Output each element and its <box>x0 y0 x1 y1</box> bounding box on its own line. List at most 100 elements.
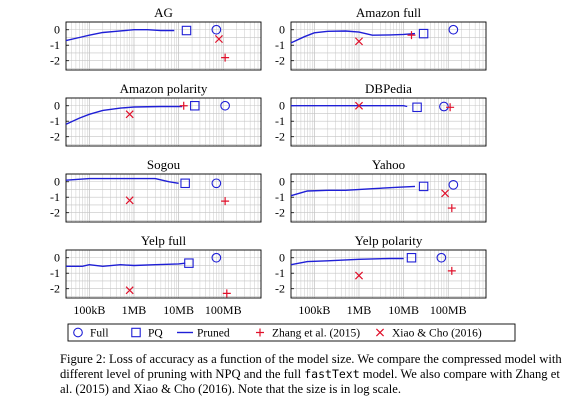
panel-frame <box>65 173 262 223</box>
x-tick-label: 100MB <box>205 303 242 317</box>
pq-marker <box>190 100 200 111</box>
full-marker <box>436 252 447 263</box>
y-tick-label: 0 <box>279 23 285 37</box>
zhang-marker <box>179 101 188 110</box>
legend-label: Pruned <box>197 328 230 340</box>
x-tick-label: 100kB <box>298 303 330 317</box>
chart-panel: DBPedia 0-1 -2 <box>275 81 487 147</box>
full-marker <box>211 252 222 263</box>
full-marker <box>448 179 459 190</box>
full-marker <box>448 24 459 35</box>
pq-marker <box>180 178 190 189</box>
y-tick-label: -2 <box>50 130 60 144</box>
legend-label: Full <box>90 328 109 340</box>
y-tick-label: -1 <box>50 114 60 128</box>
pruned-line <box>290 185 416 197</box>
xiao-marker <box>441 189 450 198</box>
full-marker <box>220 100 230 111</box>
xiao-marker <box>125 110 134 119</box>
x-tick-label: 10MB <box>163 303 194 317</box>
x-tick-label: 100kB <box>73 303 105 317</box>
y-tick-label: -2 <box>275 282 285 296</box>
y-tick-label: -2 <box>50 282 60 296</box>
panel-title: AG <box>154 5 173 20</box>
y-tick-label: -2 <box>275 206 285 220</box>
x-tick-label: 100MB <box>430 303 467 317</box>
legend-label: Zhang et al. (2015) <box>272 328 360 340</box>
pruned-line <box>290 30 416 44</box>
zhang-marker <box>256 328 264 337</box>
full-marker <box>73 327 83 338</box>
y-tick-label: -1 <box>50 190 60 204</box>
xiao-marker <box>125 286 134 295</box>
caption-code: fastText <box>304 367 360 381</box>
panel-title: Sogou <box>147 157 181 172</box>
zhang-marker <box>222 289 231 298</box>
y-tick-label: -1 <box>275 190 285 204</box>
zhang-marker <box>446 103 455 112</box>
panel-frame <box>290 249 487 299</box>
pruned-line <box>66 262 186 268</box>
panel-frame <box>290 173 487 223</box>
panel-frame <box>65 249 262 299</box>
legend: Full PQ Pruned Zhang et al. (2015) Xiao & Ch… <box>67 323 516 342</box>
pruned-line <box>65 105 183 125</box>
pq-marker <box>412 102 422 113</box>
figure-caption: Figure 2: Loss of accuracy as a function… <box>60 352 565 397</box>
panel-title: Yelp polarity <box>355 233 423 248</box>
y-tick-label: 0 <box>279 175 285 189</box>
xiao-marker <box>125 196 134 205</box>
zhang-marker <box>221 53 230 62</box>
pruned-line <box>65 177 179 184</box>
panel-title: Yahoo <box>372 157 405 172</box>
y-tick-label: 0 <box>54 251 60 265</box>
y-tick-label: -2 <box>50 54 60 68</box>
pq-marker <box>418 28 429 39</box>
x-tick-label: 1MB <box>122 303 147 317</box>
pq-marker <box>184 258 194 268</box>
pq-marker <box>418 181 429 192</box>
zhang-marker <box>447 266 456 275</box>
y-tick-label: -1 <box>275 114 285 128</box>
pruned-line <box>290 257 404 266</box>
panel-title: Amazon full <box>356 5 422 20</box>
y-tick-label: -2 <box>275 130 285 144</box>
xiao-marker <box>375 328 385 337</box>
full-marker <box>211 24 222 35</box>
chart-panel: Yelp full 0-1 -2 100kB 1MB 10MB 100MB <box>50 233 262 317</box>
caption-text-1: Figure 2: Loss of accuracy as a function… <box>60 352 562 381</box>
chart-panel: Sogou 0-1 -2 <box>50 157 262 223</box>
pruned-line <box>65 29 175 42</box>
y-tick-label: -1 <box>275 38 285 52</box>
chart-panel: Yahoo 0-1 -2 <box>275 157 487 223</box>
pq-marker <box>406 252 417 263</box>
y-tick-label: -1 <box>50 266 60 280</box>
y-tick-label: 0 <box>54 23 60 37</box>
xiao-marker <box>214 35 223 44</box>
y-tick-label: 0 <box>54 99 60 113</box>
panel-frame <box>290 97 487 147</box>
xiao-marker <box>354 271 364 280</box>
panel-title: Yelp full <box>141 233 187 248</box>
y-tick-label: 0 <box>54 175 60 189</box>
chart-panel: AG 0-1 -2 <box>50 5 262 71</box>
panel-frame <box>290 21 487 71</box>
chart-panel: Yelp polarity 0-1 -2 100kB 1MB 10MB 100MB <box>275 233 487 317</box>
xiao-marker <box>354 101 364 110</box>
chart-panel: Amazon full 0-1 -2 <box>275 5 487 71</box>
legend-label: Xiao & Cho (2016) <box>392 328 482 340</box>
zhang-marker <box>447 204 456 213</box>
y-tick-label: 0 <box>279 251 285 265</box>
xiao-marker <box>354 37 364 46</box>
legend-label: PQ <box>148 328 163 340</box>
panel-frame <box>65 97 262 147</box>
y-tick-label: 0 <box>279 99 285 113</box>
y-tick-label: -2 <box>275 54 285 68</box>
zhang-marker <box>407 31 416 40</box>
x-tick-label: 1MB <box>347 303 372 317</box>
x-tick-label: 10MB <box>388 303 419 317</box>
legend-box <box>67 323 516 342</box>
full-marker <box>211 178 222 189</box>
y-tick-label: -1 <box>50 38 60 52</box>
